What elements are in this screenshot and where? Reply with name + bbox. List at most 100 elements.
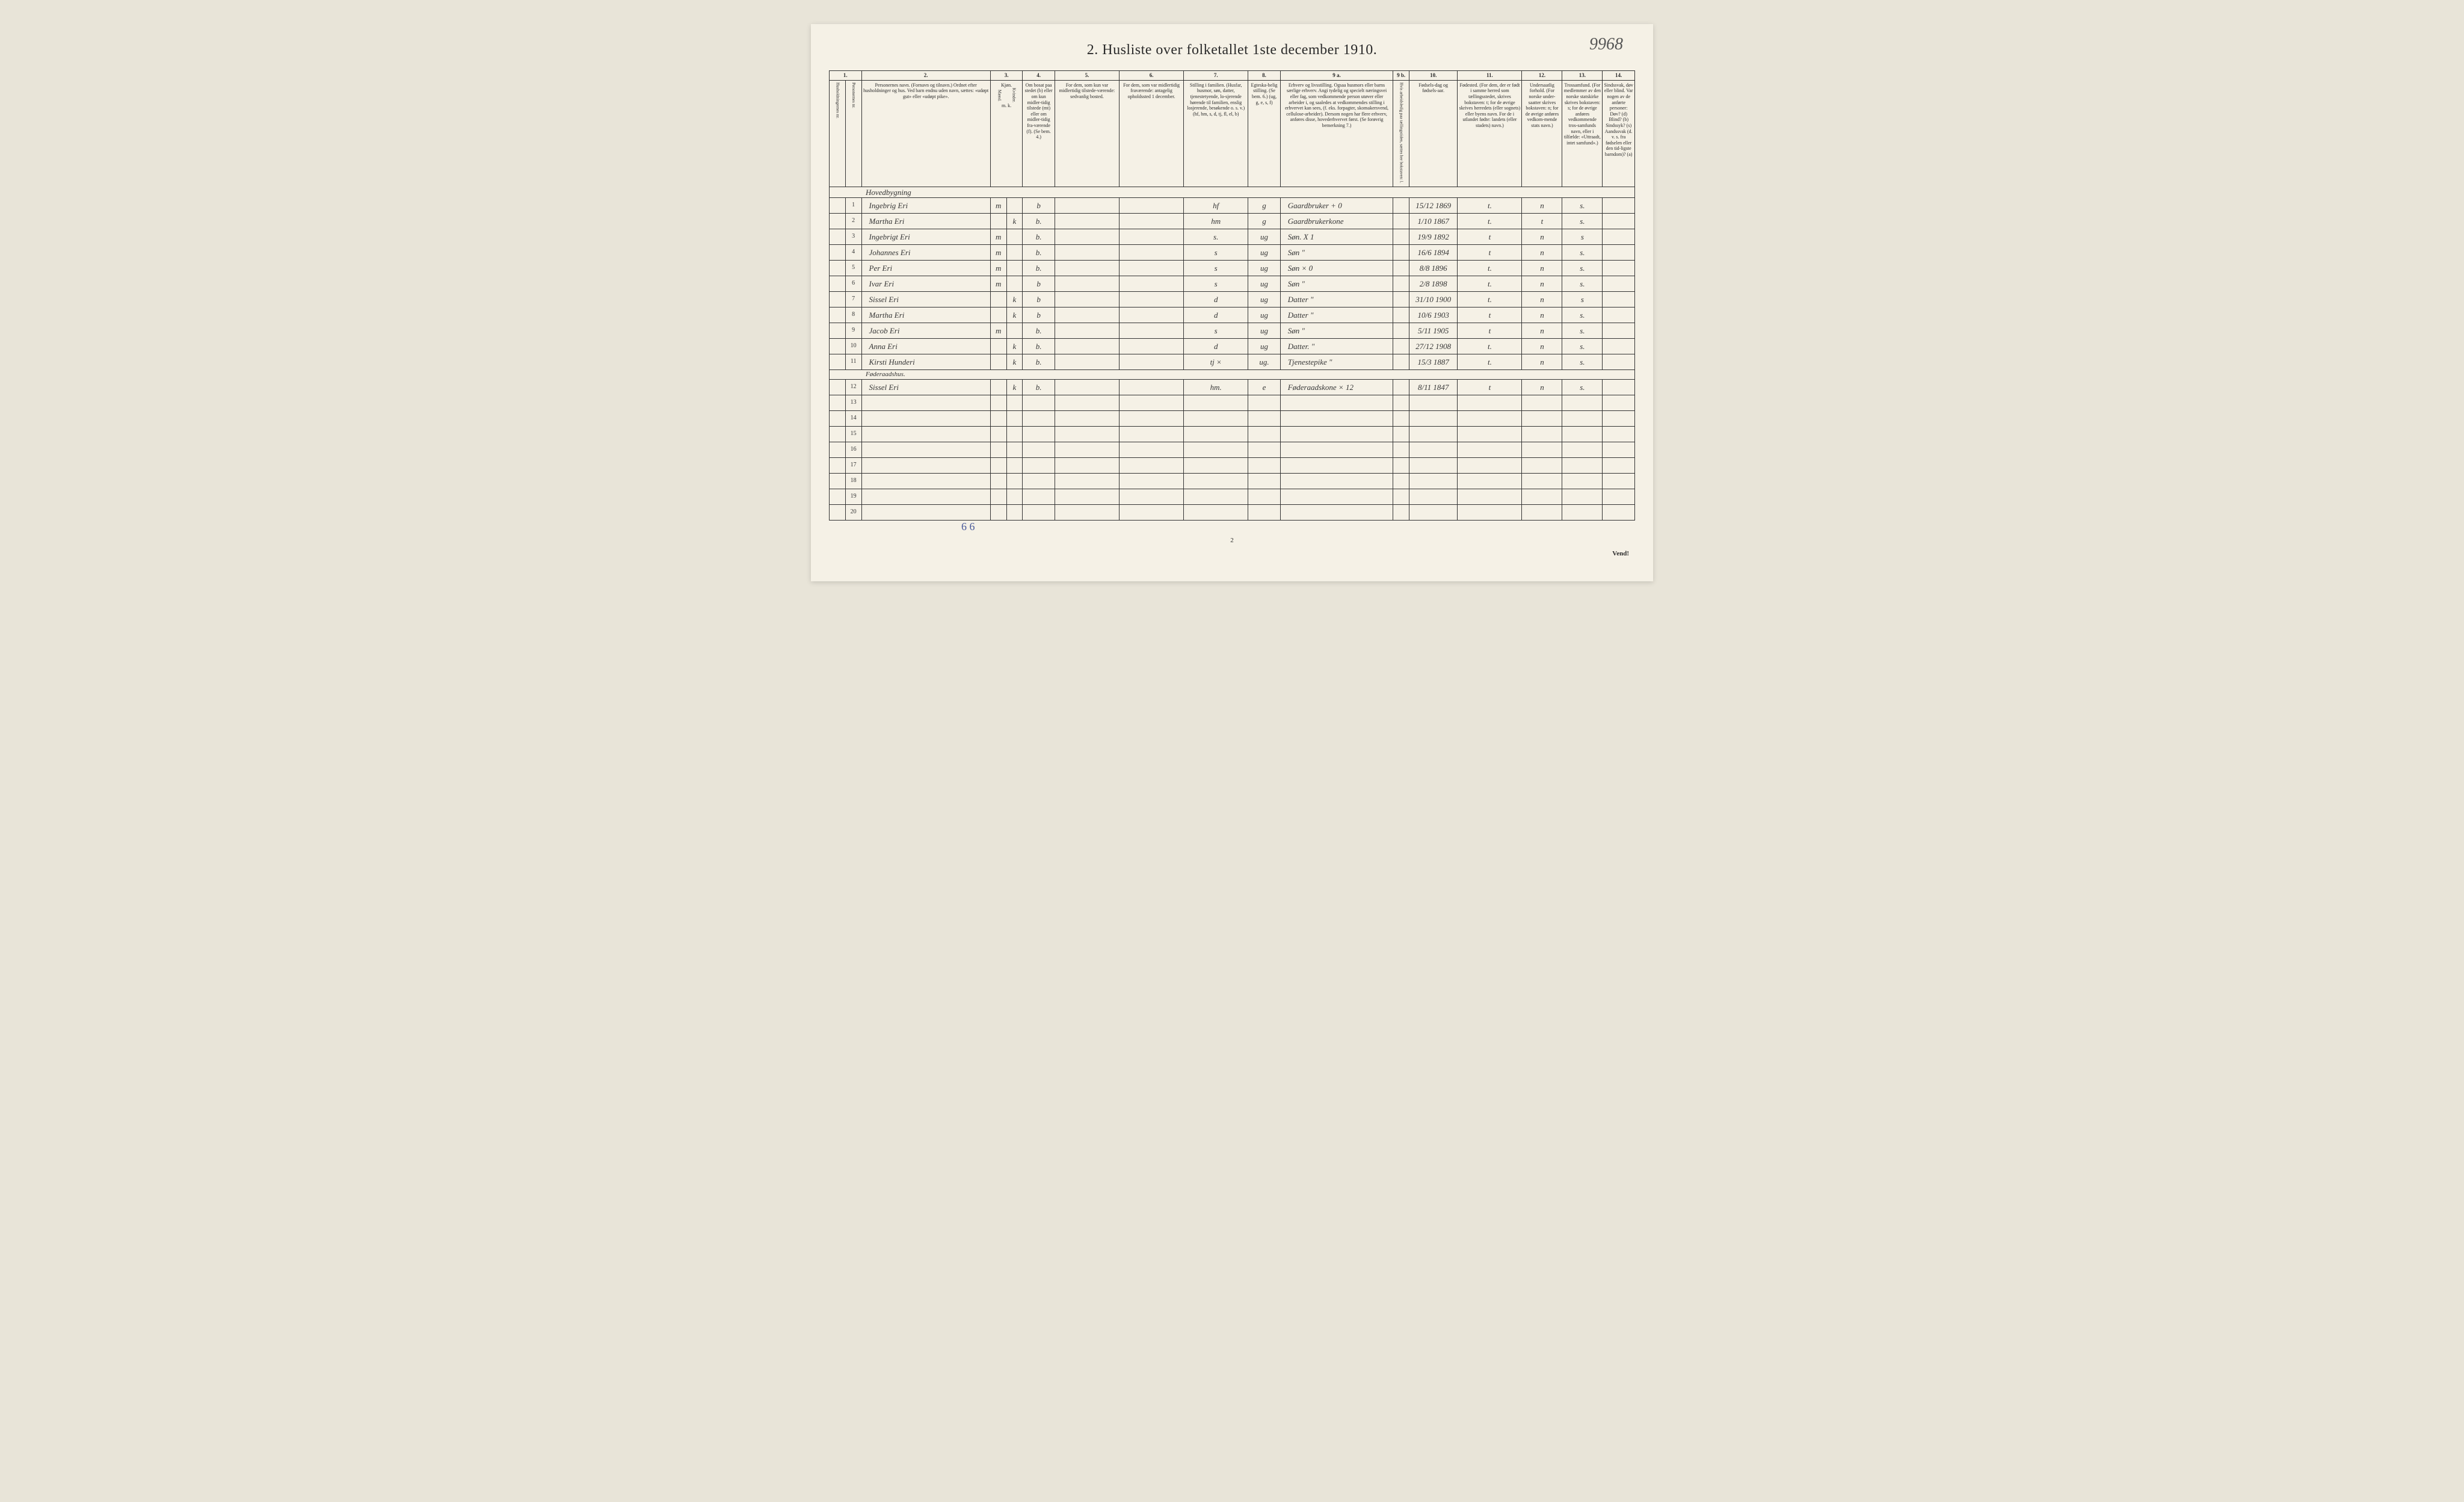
family-pos: s. [1184,229,1248,244]
birthdate: 5/11 1905 [1409,323,1458,338]
empty-cell [1522,504,1562,520]
table-row: 9Jacob Erimb.sugSøn "5/11 1905tns. [830,323,1635,338]
empty-cell [1603,410,1635,426]
empty-cell [1393,473,1409,489]
hdr-household-nr: Husholdningernes nr. [830,80,846,187]
sex-k: k [1006,338,1023,354]
temp-present [1055,291,1119,307]
birthplace: t [1458,307,1522,323]
temp-absent [1120,260,1184,276]
colnum-12: 12. [1522,71,1562,81]
sex-m [990,379,1006,395]
table-row-empty: 16 [830,442,1635,457]
birthdate: 15/12 1869 [1409,197,1458,213]
colnum-8: 8. [1248,71,1281,81]
colnum-9b: 9 b. [1393,71,1409,81]
empty-cell [1120,457,1184,473]
birthplace: t [1458,323,1522,338]
empty-cell [1248,395,1281,410]
disability [1603,338,1635,354]
family-pos: s [1184,276,1248,291]
person-name: Martha Eri [861,213,990,229]
empty-cell [861,426,990,442]
disability [1603,354,1635,369]
sex-k [1006,197,1023,213]
marital: e [1248,379,1281,395]
temp-present [1055,354,1119,369]
residence: b. [1023,379,1055,395]
section-label-row: Føderaadshus. [830,369,1635,379]
household-nr [830,260,846,276]
empty-cell [1280,395,1393,410]
household-nr [830,410,846,426]
empty-cell [1562,504,1603,520]
marital: ug [1248,338,1281,354]
empty-cell [1409,457,1458,473]
citizenship: n [1522,197,1562,213]
disability [1603,276,1635,291]
empty-cell [1184,457,1248,473]
birthdate: 2/8 1898 [1409,276,1458,291]
footer-vend: Vend! [829,550,1635,557]
table-row-empty: 18 [830,473,1635,489]
empty-cell [1562,457,1603,473]
temp-present [1055,323,1119,338]
person-nr: 6 [845,276,861,291]
empty-cell [1120,395,1184,410]
empty-cell [1458,457,1522,473]
residence: b. [1023,244,1055,260]
table-row: 8Martha ErikbdugDatter "10/6 1903tns. [830,307,1635,323]
colnum-13: 13. [1562,71,1603,81]
empty-cell [1055,426,1119,442]
empty-cell [1023,410,1055,426]
table-row: 2Martha Erikb.hmgGaardbrukerkone1/10 186… [830,213,1635,229]
disability [1603,260,1635,276]
sex-m: m [990,260,1006,276]
empty-cell [1603,473,1635,489]
citizenship: n [1522,323,1562,338]
empty-cell [861,504,990,520]
household-nr [830,504,846,520]
empty-cell [1522,473,1562,489]
empty-cell [1006,457,1023,473]
birthdate: 31/10 1900 [1409,291,1458,307]
citizenship: t [1522,213,1562,229]
empty-cell [1280,504,1393,520]
household-nr [830,426,846,442]
empty-cell [1562,395,1603,410]
empty-cell [990,395,1006,410]
empty-cell [1280,473,1393,489]
empty-cell [1023,395,1055,410]
temp-absent [1120,213,1184,229]
citizenship: n [1522,379,1562,395]
temp-absent [1120,276,1184,291]
temp-present [1055,197,1119,213]
handwritten-page-number: 9968 [1589,35,1623,54]
table-row: 5Per Erimb.sugSøn × 08/8 1896t.ns. [830,260,1635,276]
census-page: 9968 2. Husliste over folketallet 1ste d… [811,24,1653,581]
colnum-11: 11. [1458,71,1522,81]
occupation: Søn " [1280,276,1393,291]
empty-cell [1458,426,1522,442]
citizenship: n [1522,260,1562,276]
sex-k [1006,244,1023,260]
disability [1603,244,1635,260]
temp-absent [1120,229,1184,244]
religion: s [1562,229,1603,244]
occupation: Datter " [1280,307,1393,323]
person-name: Anna Eri [861,338,990,354]
birthplace: t. [1458,338,1522,354]
marital: ug [1248,323,1281,338]
colnum-9a: 9 a. [1280,71,1393,81]
empty-cell [1603,489,1635,504]
empty-cell [1458,489,1522,504]
sex-k [1006,276,1023,291]
empty-cell [1120,473,1184,489]
hdr-residence: Om bosat paa stedet (b) eller om kun mid… [1023,80,1055,187]
empty-cell [1280,457,1393,473]
section-1-label: Hovedbygning [830,187,1635,197]
table-row-empty: 19 [830,489,1635,504]
empty-cell [1280,442,1393,457]
empty-cell [1184,504,1248,520]
person-name: Sissel Eri [861,291,990,307]
